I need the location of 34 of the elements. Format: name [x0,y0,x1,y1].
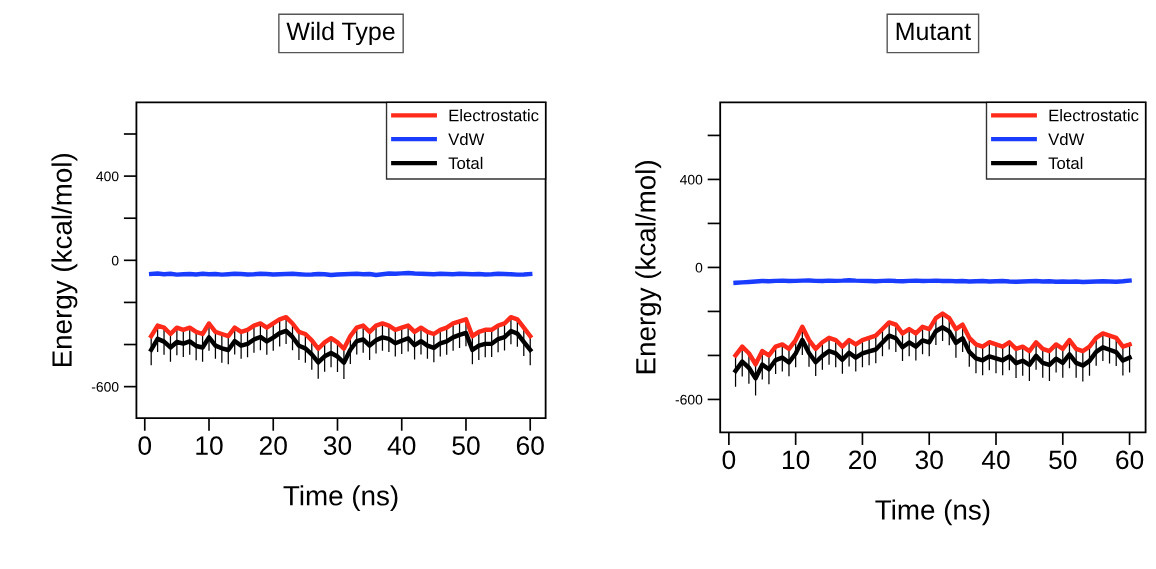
y-axis-title: Energy (kcal/mol) [51,153,78,367]
legend-label: Electrostatic [449,109,539,122]
chart-title: Wild Type [286,21,395,46]
legend-label: Electrostatic [1049,109,1139,122]
x-tick-label: 40 [981,450,1010,470]
x-tick-label: 50 [1049,450,1077,470]
y-tick-label: 0 [695,262,703,273]
y-tick-label: 400 [96,171,119,182]
x-tick-label: 20 [259,436,287,455]
x-tick-label: 30 [915,450,943,470]
x-tick-label: 10 [782,450,810,470]
line-series [733,311,1132,367]
x-tick-label: 60 [516,436,544,455]
x-tick-label: 0 [722,450,736,470]
x-tick-label: 60 [1116,450,1144,470]
y-tick-label: -600 [91,381,119,392]
y-axis-title: Energy (kcal/mol) [635,161,662,374]
y-tick-label: 0 [111,255,119,266]
x-tick-label: 30 [323,436,352,455]
x-tick-label: 40 [387,436,416,455]
y-tick-label: -600 [675,394,703,405]
x-tick-label: 20 [849,450,877,470]
x-tick-label: 0 [138,436,152,455]
x-axis-title: Time (ns) [875,499,990,526]
chart-title: Mutant [896,22,971,41]
line-series [148,314,533,351]
legend-label: Total [448,156,483,170]
x-axis-title: Time (ns) [283,485,398,512]
legend-label: VdW [448,132,485,146]
legend-label: Total [1048,156,1083,170]
x-tick-label: 50 [452,436,480,455]
y-tick-label: 400 [679,174,703,185]
legend-label: VdW [1048,132,1085,146]
x-tick-label: 10 [196,436,223,455]
